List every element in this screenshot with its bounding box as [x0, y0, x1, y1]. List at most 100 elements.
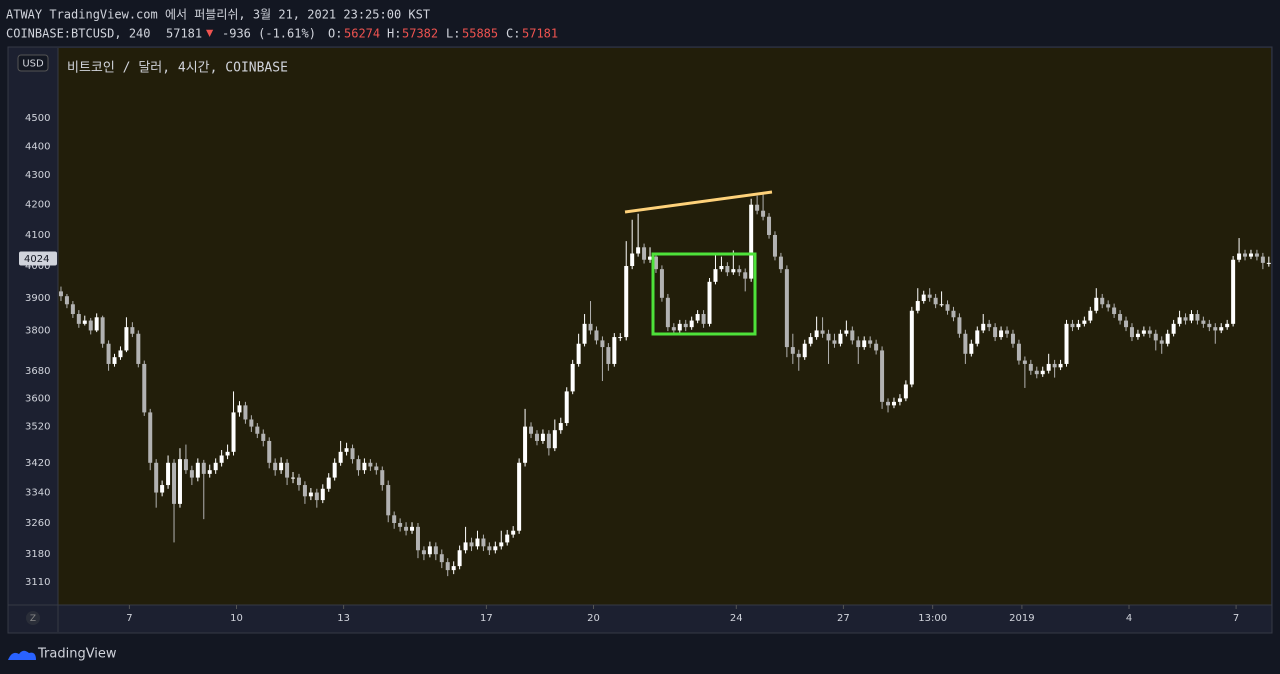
y-tick-label: 3260 — [25, 518, 50, 529]
candles — [58, 192, 1271, 577]
candle-body — [273, 462, 278, 471]
candle-body — [802, 343, 807, 358]
candle-body — [927, 294, 932, 298]
candle-body — [850, 330, 855, 341]
candle-body — [897, 398, 902, 402]
candle-body — [1189, 314, 1194, 321]
candle-body — [755, 204, 760, 211]
x-tick-label: 13 — [337, 613, 350, 624]
candle-body — [166, 462, 171, 486]
y-tick-label: 3600 — [25, 393, 50, 404]
y-tick-label: 3420 — [25, 458, 50, 469]
candle-body — [231, 412, 236, 452]
last-price-label: 4024 — [24, 254, 49, 265]
candle-body — [957, 317, 962, 334]
candle-body — [737, 269, 742, 273]
candle-body — [540, 433, 545, 441]
candle-body — [505, 534, 510, 543]
candle-body — [172, 462, 177, 504]
candle-body — [511, 530, 516, 535]
candle-body — [457, 550, 462, 567]
candle-body — [154, 462, 159, 493]
candle-body — [475, 538, 480, 547]
candle-body — [249, 419, 254, 427]
candle-body — [933, 297, 938, 305]
symbol: COINBASE:BTCUSD, 240 — [6, 27, 151, 41]
x-tick-label: 7 — [126, 613, 132, 624]
candle-body — [719, 266, 724, 270]
candle-body — [136, 333, 141, 364]
candle-body — [993, 327, 998, 338]
last-price-tag — [19, 251, 57, 266]
range-box — [651, 252, 757, 336]
candle-body — [493, 546, 498, 551]
candle-body — [350, 448, 355, 460]
candle-body — [582, 323, 587, 344]
candle-body — [761, 210, 766, 217]
candle-body — [999, 330, 1004, 338]
candle-body — [713, 269, 718, 282]
candle-body — [279, 462, 284, 471]
candle-body — [344, 448, 349, 452]
candle-body — [314, 492, 319, 501]
candle-body — [1171, 323, 1176, 334]
candle-body — [1135, 333, 1140, 338]
candle-body — [195, 462, 200, 478]
candle-body — [1201, 320, 1206, 324]
candle-body — [386, 485, 391, 516]
candle-body — [921, 294, 926, 302]
candle-body — [630, 253, 635, 267]
candle-body — [534, 433, 539, 441]
y-tick-label: 4100 — [25, 230, 50, 241]
candle-body — [1094, 297, 1099, 311]
candle-body — [88, 320, 93, 331]
plot-area — [58, 48, 1271, 605]
logo-icon — [8, 650, 36, 660]
candle-body — [326, 477, 331, 489]
y-tick-label: 3110 — [25, 577, 50, 588]
currency: USD — [22, 59, 44, 70]
candle-body — [868, 340, 873, 344]
candle-body — [600, 340, 605, 348]
candle-body — [671, 327, 676, 331]
candle-body — [689, 320, 694, 328]
y-tick-label: 3900 — [25, 293, 50, 304]
candle-body — [118, 350, 123, 358]
candle-body — [1243, 253, 1248, 257]
candle-body — [207, 470, 212, 474]
chart-title: 비트코인 / 달러, 4시간, COINBASE — [67, 61, 288, 76]
candle-body — [380, 470, 385, 486]
candle-body — [874, 343, 879, 351]
candle-body — [1248, 253, 1253, 257]
candle-body — [94, 317, 99, 331]
candle-body — [1064, 323, 1069, 364]
y-tick-label: 4400 — [25, 141, 50, 152]
candle-body — [1195, 314, 1200, 321]
candle-body — [1165, 333, 1170, 344]
candle-body — [546, 433, 551, 449]
candle-body — [1106, 304, 1111, 308]
candle-body — [445, 562, 450, 571]
candle-body — [433, 546, 438, 555]
candle-body — [177, 459, 182, 504]
open: 56274 — [344, 27, 380, 41]
candle-body — [814, 330, 819, 338]
candle-body — [1213, 327, 1218, 331]
candle-body — [487, 546, 492, 551]
candle-body — [558, 423, 563, 431]
y-tick-label: 4300 — [25, 170, 50, 181]
x-tick-label: 17 — [480, 613, 493, 624]
candle-body — [320, 488, 325, 501]
candle-body — [356, 459, 361, 471]
candle-body — [451, 566, 456, 571]
candle-body — [1076, 323, 1081, 328]
zoom-button[interactable] — [26, 611, 40, 625]
candle-body — [392, 515, 397, 523]
candle-body — [1040, 370, 1045, 375]
candle-body — [1207, 323, 1212, 328]
candle-body — [255, 426, 260, 434]
candle-body — [576, 343, 581, 364]
candle-body — [1260, 256, 1265, 263]
candle-body — [826, 333, 831, 341]
